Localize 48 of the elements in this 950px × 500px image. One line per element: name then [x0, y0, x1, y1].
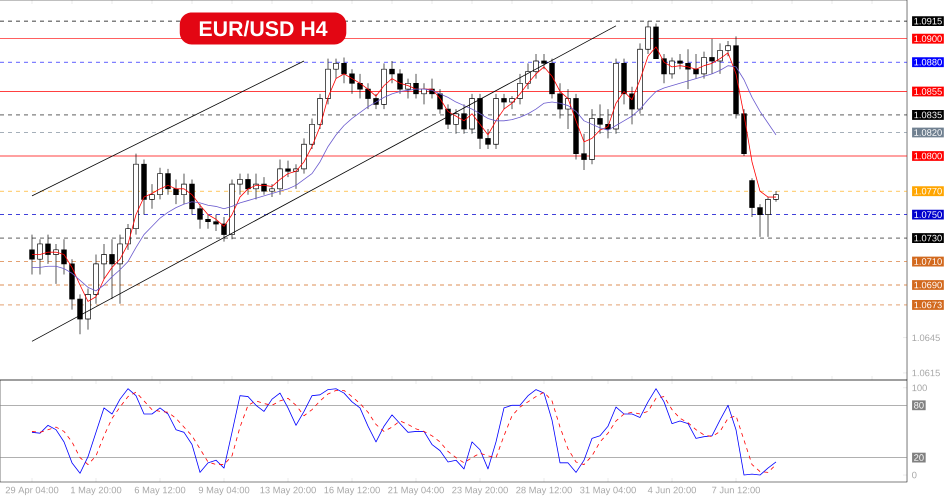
y-tick-label: 100	[912, 384, 927, 392]
y-tick-label: 0	[912, 472, 917, 478]
candlestick	[541, 54, 547, 70]
x-tick-label: 7 Jun 12:00	[712, 486, 760, 494]
ref-line-label: 1.0730	[914, 234, 942, 242]
y-tick-label: 1.0615	[912, 370, 940, 376]
candlestick	[237, 173, 243, 196]
y-tick-label: 1.0645	[912, 334, 940, 342]
ref-line-label: 1.0690	[914, 282, 942, 288]
candlestick	[77, 294, 83, 335]
candlestick	[269, 184, 275, 198]
ref-line-label: 1.0855	[914, 88, 942, 95]
x-tick-label: 29 Apr 04:00	[6, 486, 58, 496]
ref-line-label: 1.0900	[914, 35, 942, 42]
ref-line-label: 1.0820	[914, 129, 942, 136]
candlestick	[501, 93, 507, 110]
x-tick-label: 1 May 20:00	[71, 486, 122, 496]
x-tick-label: 16 May 12:00	[324, 486, 380, 496]
candlestick	[285, 160, 291, 178]
candlestick	[725, 40, 731, 57]
x-tick-label: 13 May 20:00	[260, 486, 316, 496]
x-tick-label: 6 May 12:00	[134, 486, 186, 496]
candlestick	[213, 214, 219, 232]
x-tick-label: 23 May 20:00	[452, 486, 508, 496]
candlestick	[101, 244, 107, 280]
ref-line-label: 1.0800	[914, 152, 942, 160]
ref-line-label: 1.0673	[914, 302, 942, 308]
ref-line-label: 1.0915	[914, 18, 942, 24]
text: EUR/USD H4	[200, 20, 328, 36]
x-tick-label: 4 Jun 20:00	[648, 486, 696, 494]
candlestick	[677, 54, 683, 70]
candlestick	[485, 128, 491, 150]
ref-line-label: 80	[914, 402, 924, 409]
candlestick	[205, 214, 211, 230]
candlestick	[333, 58, 339, 79]
ref-line-label: 1.0770	[914, 188, 942, 194]
x-tick-label: 9 May 04:00	[198, 486, 250, 496]
ref-line-label: 1.0835	[914, 112, 942, 118]
ref-line-label: 1.0710	[914, 258, 942, 265]
ref-line-label: 1.0880	[914, 58, 942, 66]
candlestick	[197, 204, 203, 230]
ref-line-label: 1.0750	[914, 211, 942, 218]
x-tick-label: 31 May 04:00	[580, 486, 636, 496]
ref-line-label: 20	[914, 454, 924, 461]
candlestick	[581, 133, 587, 170]
x-tick-label: 21 May 04:00	[388, 486, 444, 496]
candlestick	[709, 38, 715, 74]
x-tick-label: 28 May 12:00	[516, 486, 572, 496]
